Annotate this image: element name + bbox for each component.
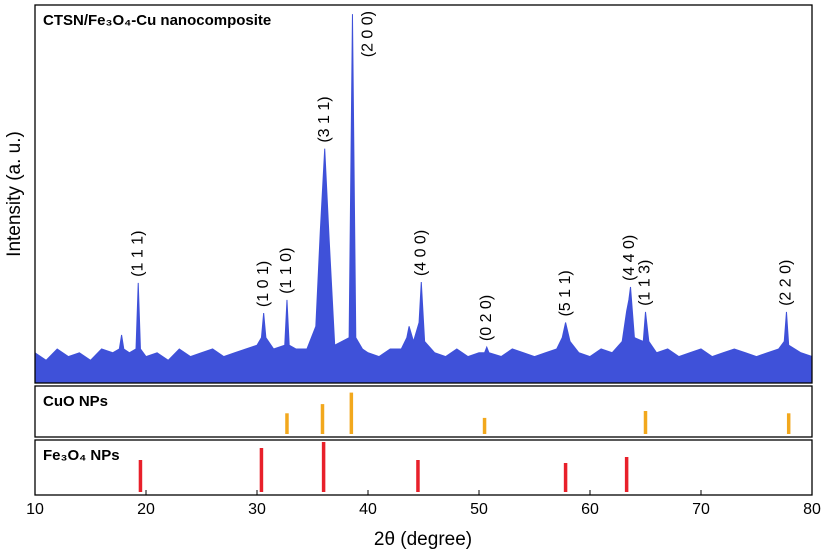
- panel-frame: [34, 4, 813, 384]
- chart-title: CTSN/Fe₃O₄-Cu nanocomposite: [43, 12, 271, 29]
- peak-label: (2 2 0): [778, 260, 795, 306]
- peak-label: (1 1 1): [129, 231, 146, 277]
- x-tick-label: 30: [248, 501, 266, 518]
- x-axis-label: 2θ (degree): [374, 529, 472, 550]
- panel-frame: [34, 439, 813, 496]
- peak-label: (5 1 1): [557, 270, 574, 316]
- x-tick-label: 80: [803, 501, 821, 518]
- peak-label: (2 0 0): [360, 11, 377, 57]
- x-tick-label: 40: [359, 501, 377, 518]
- x-tick-label: 10: [26, 501, 44, 518]
- xrd-pattern: [34, 14, 813, 384]
- peak-label: (1 1 3): [637, 260, 654, 306]
- peak-label: (3 1 1): [316, 96, 333, 142]
- x-tick-label: 50: [470, 501, 488, 518]
- peak-label: (1 0 1): [255, 261, 272, 307]
- peak-label: (1 1 0): [278, 248, 295, 294]
- panel-frame: [34, 385, 813, 438]
- y-axis-label: Intensity (a. u.): [4, 131, 25, 257]
- peak-label: (0 2 0): [478, 295, 495, 341]
- peak-label: (4 0 0): [412, 230, 429, 276]
- panel-label: CuO NPs: [43, 393, 108, 410]
- x-tick-label: 70: [692, 501, 710, 518]
- x-tick-label: 60: [581, 501, 599, 518]
- peak-label: (4 4 0): [621, 235, 638, 281]
- x-tick-label: 20: [137, 501, 155, 518]
- panel-label: Fe₃O₄ NPs: [43, 447, 120, 464]
